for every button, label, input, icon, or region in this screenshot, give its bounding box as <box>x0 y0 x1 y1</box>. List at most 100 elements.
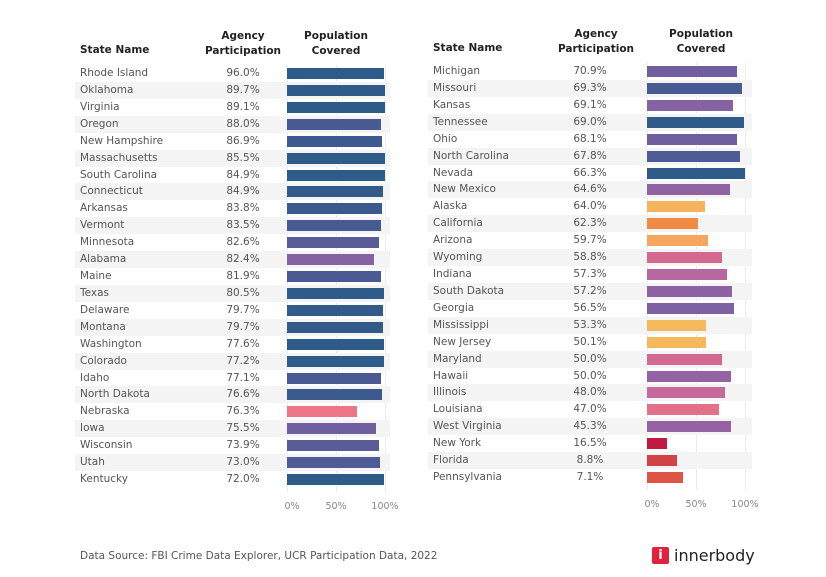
population-bar <box>647 150 741 162</box>
state-name: Pennsylvania <box>433 471 502 484</box>
state-name: Georgia <box>433 301 475 314</box>
table-row: Delaware 79.7% <box>75 302 390 319</box>
population-bar <box>287 135 383 147</box>
table-row: Kentucky 72.0% <box>75 471 390 488</box>
agency-participation: 7.1% <box>576 471 604 484</box>
state-name: Oregon <box>80 117 119 130</box>
population-bar <box>287 254 375 266</box>
agency-participation: 50.0% <box>573 369 607 382</box>
state-name: Illinois <box>433 386 467 399</box>
table-row: Florida 8.8% <box>428 452 752 470</box>
state-name: Nevada <box>433 166 474 179</box>
column-header: Agency Participation <box>204 30 282 57</box>
agency-participation: 77.6% <box>226 337 260 350</box>
agency-participation: 77.2% <box>226 354 260 367</box>
table-row: North Dakota 76.6% <box>75 386 390 404</box>
table-row: Arizona 59.7% <box>428 232 752 249</box>
agency-participation: 72.0% <box>226 473 260 486</box>
agency-participation: 77.1% <box>226 371 260 384</box>
agency-participation: 89.7% <box>226 83 260 96</box>
population-bar <box>647 66 738 77</box>
state-name: Texas <box>80 286 110 299</box>
agency-participation: 82.6% <box>226 236 260 249</box>
population-bar <box>287 372 381 384</box>
state-name: Louisiana <box>433 403 483 416</box>
table-row: North Carolina 67.8% <box>428 147 752 165</box>
table-row: Michigan 70.9% <box>428 63 752 80</box>
state-name: Oklahoma <box>80 83 134 96</box>
state-name: Colorado <box>80 354 127 367</box>
agency-participation: 50.0% <box>573 352 607 365</box>
agency-participation: 57.3% <box>573 268 607 281</box>
table-row: Tennessee 69.0% <box>428 113 752 131</box>
state-name: Nebraska <box>80 405 130 418</box>
population-bar <box>287 423 377 435</box>
population-bar <box>287 389 382 401</box>
agency-participation: 84.9% <box>226 185 260 198</box>
table-row: Louisiana 47.0% <box>428 401 752 418</box>
gridline <box>745 63 746 490</box>
state-name: New Mexico <box>433 183 496 196</box>
table-row: Minnesota 82.6% <box>75 234 390 251</box>
population-bar <box>287 84 385 96</box>
state-name: Utah <box>80 456 105 469</box>
agency-participation: 81.9% <box>226 270 260 283</box>
table-row: Maine 81.9% <box>75 268 390 285</box>
agency-participation: 80.5% <box>226 286 260 299</box>
axis-tick-label: 50% <box>685 499 707 510</box>
table-row: Vermont 83.5% <box>75 217 390 235</box>
table-row: Alabama 82.4% <box>75 251 390 269</box>
agency-participation: 89.1% <box>226 100 260 113</box>
agency-participation: 68.1% <box>573 132 607 145</box>
state-name: Alabama <box>80 253 127 266</box>
state-name: Kansas <box>433 98 471 111</box>
population-bar <box>287 271 381 283</box>
data-source: Data Source: FBI Crime Data Explorer, UC… <box>80 550 438 562</box>
state-name: California <box>433 217 483 230</box>
agency-participation: 83.8% <box>226 202 260 215</box>
table-row: Wyoming 58.8% <box>428 249 752 267</box>
state-name: Missouri <box>433 81 477 94</box>
agency-participation: 58.8% <box>573 251 607 264</box>
population-bar <box>287 440 380 452</box>
agency-participation: 50.1% <box>573 335 607 348</box>
state-name: South Carolina <box>80 168 158 181</box>
agency-participation: 96.0% <box>226 67 260 79</box>
agency-participation: 64.6% <box>573 183 607 196</box>
axis-tick-label: 100% <box>371 501 399 512</box>
population-bar <box>647 421 732 433</box>
state-name: Tennessee <box>433 115 488 128</box>
state-name: Florida <box>433 454 469 467</box>
agency-participation: 69.3% <box>573 81 607 94</box>
table-row: Iowa 75.5% <box>75 420 390 438</box>
population-bar <box>647 252 722 264</box>
table-row: Hawaii 50.0% <box>428 368 752 385</box>
agency-participation: 53.3% <box>573 318 607 331</box>
table-row: Massachusetts 85.5% <box>75 149 390 167</box>
state-name: Kentucky <box>80 473 128 486</box>
state-name: Connecticut <box>80 185 143 198</box>
table-row: California 62.3% <box>428 215 752 233</box>
table-row: Washington 77.6% <box>75 336 390 353</box>
population-bar <box>647 184 731 196</box>
table-row: Rhode Island 96.0% <box>75 65 390 82</box>
population-bar <box>647 302 735 314</box>
population-bar <box>647 387 726 399</box>
population-bar <box>647 82 743 94</box>
table-row: Indiana 57.3% <box>428 266 752 283</box>
state-name: Hawaii <box>433 369 469 382</box>
population-bar <box>287 474 385 486</box>
column-header: Population Covered <box>304 30 368 57</box>
state-name: Iowa <box>80 422 105 435</box>
table-row: Alaska 64.0% <box>428 198 752 215</box>
population-bar <box>647 269 727 281</box>
population-bar <box>287 338 385 350</box>
state-name: Alaska <box>433 200 468 213</box>
agency-participation: 70.9% <box>573 65 607 77</box>
table-row: Utah 73.0% <box>75 454 390 472</box>
table-row: South Dakota 57.2% <box>428 282 752 300</box>
axis-tick-label: 100% <box>731 499 759 510</box>
population-bar <box>287 321 384 333</box>
agency-participation: 57.2% <box>573 284 607 297</box>
agency-participation: 84.9% <box>226 168 260 181</box>
